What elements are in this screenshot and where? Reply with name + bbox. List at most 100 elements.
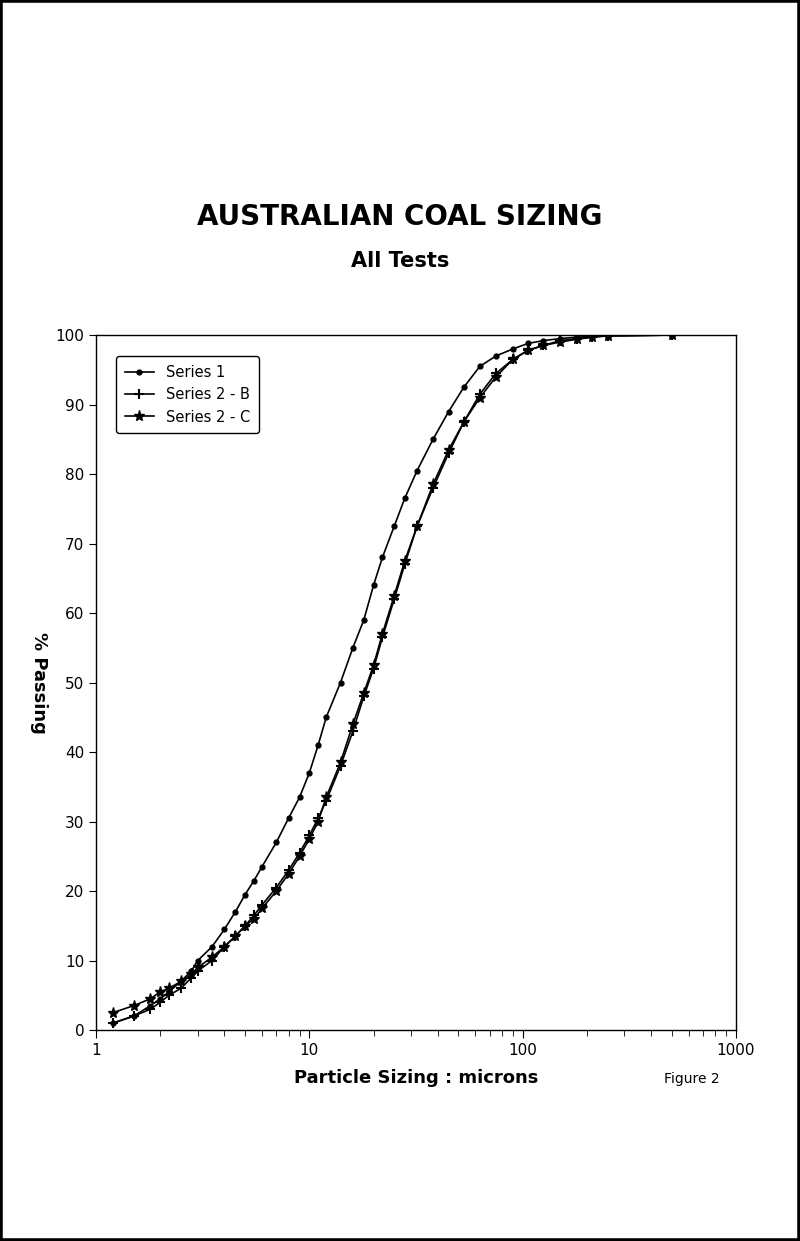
Series 2 - C: [523, 343, 533, 357]
Series 1: [240, 887, 250, 902]
Series 2 - B: [322, 793, 331, 808]
Series 2 - B: [459, 414, 469, 429]
Series 2 - C: [475, 390, 485, 405]
Series 1: [538, 333, 548, 347]
Series 2 - C: [240, 918, 250, 933]
Series 1: [294, 789, 304, 804]
Series 1: [359, 613, 369, 628]
Series 1: [155, 992, 165, 1006]
Series 2 - B: [220, 939, 230, 954]
Text: All Tests: All Tests: [351, 251, 449, 271]
Series 1: [369, 578, 378, 593]
Series 1: [491, 349, 501, 364]
Series 2 - B: [667, 328, 677, 343]
Series 2 - B: [555, 333, 565, 347]
Series 1: [459, 380, 469, 395]
Series 2 - C: [314, 814, 323, 829]
Series 2 - B: [271, 880, 281, 895]
Series 1: [271, 835, 281, 850]
Series 1: [572, 330, 582, 345]
Series 1: [555, 331, 565, 346]
Series 1: [475, 359, 485, 374]
Series 2 - C: [258, 901, 267, 916]
Series 2 - B: [186, 970, 196, 985]
Series 1: [587, 329, 597, 344]
Series 2 - C: [155, 984, 165, 999]
Series 2 - C: [428, 477, 438, 491]
Series 2 - B: [444, 446, 454, 460]
Series 2 - B: [249, 908, 258, 923]
Series 2 - C: [186, 967, 196, 982]
Series 1: [523, 336, 533, 351]
Series 2 - C: [207, 949, 217, 964]
Series 1: [305, 766, 314, 781]
Series 2 - B: [508, 352, 518, 367]
Series 1: [108, 1015, 118, 1030]
Series 1: [412, 463, 422, 478]
Series 2 - C: [193, 961, 202, 975]
Series 2 - C: [271, 884, 281, 898]
Series 1: [322, 710, 331, 725]
Series 2 - B: [412, 519, 422, 534]
Series 2 - C: [220, 939, 230, 954]
Series 2 - B: [602, 329, 612, 344]
Series 2 - B: [108, 1015, 118, 1030]
Series 2 - B: [428, 480, 438, 495]
Legend: Series 1, Series 2 - B, Series 2 - C: Series 1, Series 2 - B, Series 2 - C: [116, 356, 258, 433]
Series 2 - B: [538, 338, 548, 352]
Series 2 - C: [348, 717, 358, 732]
Series 2 - C: [555, 335, 565, 350]
Series 2 - C: [491, 370, 501, 385]
Series 2 - B: [378, 630, 387, 645]
Line: Series 2 - B: Series 2 - B: [108, 330, 677, 1028]
Series 2 - C: [249, 911, 258, 926]
Series 2 - C: [176, 974, 186, 989]
Series 2 - B: [230, 928, 240, 943]
Series 2 - B: [176, 980, 186, 995]
Series 2 - B: [294, 845, 304, 860]
Series 2 - C: [305, 831, 314, 846]
Text: AUSTRALIAN COAL SIZING: AUSTRALIAN COAL SIZING: [198, 204, 602, 231]
Y-axis label: % Passing: % Passing: [30, 632, 48, 733]
Line: Series 1: Series 1: [110, 333, 674, 1025]
Series 2 - C: [359, 685, 369, 700]
Series 1: [207, 939, 217, 954]
Series 2 - C: [390, 588, 399, 603]
Series 2 - C: [378, 627, 387, 642]
Series 2 - B: [193, 963, 202, 978]
Series 1: [602, 329, 612, 344]
Series 2 - B: [475, 387, 485, 402]
Series 1: [146, 998, 155, 1013]
Series 2 - B: [400, 557, 410, 572]
Series 2 - B: [284, 862, 294, 877]
Series 2 - C: [412, 519, 422, 534]
Series 2 - C: [538, 338, 548, 352]
Series 2 - C: [108, 1005, 118, 1020]
Series 2 - C: [129, 998, 138, 1013]
Series 1: [314, 737, 323, 752]
Series 2 - B: [336, 758, 346, 773]
Series 2 - C: [322, 789, 331, 804]
X-axis label: Particle Sizing : microns: Particle Sizing : microns: [294, 1070, 538, 1087]
Series 1: [176, 974, 186, 989]
Series 2 - B: [348, 724, 358, 738]
Series 2 - C: [230, 928, 240, 943]
Series 2 - B: [369, 661, 378, 676]
Series 2 - B: [258, 897, 267, 912]
Series 2 - B: [155, 995, 165, 1010]
Series 2 - C: [459, 414, 469, 429]
Text: Figure 2: Figure 2: [664, 1072, 720, 1086]
Series 1: [284, 810, 294, 825]
Series 1: [230, 905, 240, 920]
Series 1: [390, 519, 399, 534]
Series 1: [258, 859, 267, 874]
Series 2 - B: [314, 810, 323, 825]
Series 2 - B: [587, 330, 597, 345]
Series 2 - C: [284, 866, 294, 881]
Series 2 - C: [294, 849, 304, 864]
Line: Series 2 - C: Series 2 - C: [107, 330, 678, 1018]
Series 1: [164, 984, 174, 999]
Series 1: [186, 963, 196, 978]
Series 2 - B: [491, 366, 501, 381]
Series 1: [220, 922, 230, 937]
